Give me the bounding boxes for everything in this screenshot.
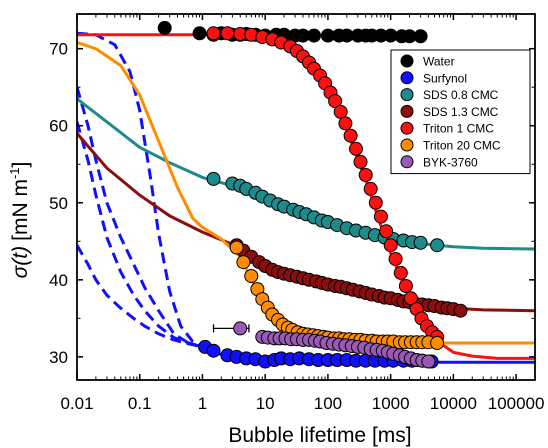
data-point-triton-1-cmc-27 [388,252,403,266]
data-point-triton-1-cmc-1 [220,26,235,41]
legend-marker-triton-20-cmc [400,138,414,152]
data-point-triton-1-cmc-0 [206,26,221,41]
y-axis-label-close: ] [9,162,32,168]
data-point-triton-1-cmc-25 [379,224,394,239]
dashed-curve-surfynol-1 [77,86,203,349]
legend-box [390,49,531,175]
axes: 0.01 0.1 1 10 100 1000 10000 100000 30 40 50 60 70 [49,14,544,413]
data-point-triton-1-cmc-18 [343,128,358,143]
dashed-curve-surfynol-3 [77,244,203,349]
data-point-surfynol-1 [206,343,221,358]
plot-frame [76,13,536,381]
y-axis-label-exponent: -1 [7,167,22,179]
data-point-byk-3760-29 [421,354,436,369]
legend-label-sds-0-8-cmc: SDS 0.8 CMC [423,88,499,102]
y-axis-label-unit: [mN m [9,179,32,241]
data-point-triton-1-cmc-24 [373,209,388,224]
y-tick-label-0: 30 [49,348,68,367]
data-point-triton-1-cmc-20 [353,154,368,169]
x-tick-label-7: 100000 [488,394,545,413]
data-point-sds-1-3-cmc-35 [453,303,468,318]
x-tick-label-2: 1 [198,394,207,413]
x-tick-label-5: 1000 [372,394,410,413]
data-point-water-24 [413,29,428,44]
legend-marker-byk-3760 [400,155,414,169]
data-point-water-1 [192,26,207,41]
legend-label-sds-1-3-cmc: SDS 1.3 CMC [423,105,499,119]
legend-label-triton-1-cmc: Triton 1 CMC [423,122,494,136]
y-tick-label-3: 60 [49,117,68,136]
legend-label-water: Water [423,55,455,69]
data-point-water-0 [157,20,172,35]
data-point-triton-1-cmc-23 [368,195,383,210]
legend-marker-water [400,54,414,68]
y-tick-label-2: 50 [49,194,68,213]
y-tick-label-1: 40 [49,271,68,290]
x-axis-label: Bubble lifetime [ms] [228,424,411,447]
x-tick-label-6: 10000 [430,394,477,413]
legend-marker-sds-0-8-cmc [400,88,414,102]
data-point-triton-20-cmc-0 [229,240,244,255]
data-point-triton-1-cmc-28 [393,265,408,280]
data-point-triton-20-cmc-2 [244,269,259,283]
data-point-triton-1-cmc-15 [328,94,343,109]
data-point-triton-20-cmc-1 [236,255,251,270]
data-point-sds-0-8-cmc-24 [413,235,428,250]
data-point-sds-0-8-cmc-25 [430,238,445,253]
x-tick-label-1: 0.1 [128,394,152,413]
legend-marker-triton-1-cmc [400,121,414,135]
data-point-triton-1-cmc-30 [403,291,418,306]
x-tick-label-0: 0.01 [60,394,93,413]
legend-marker-surfynol [400,71,414,85]
legend-label-byk-3760: BYK-3760 [423,155,478,169]
data-point-water-13 [307,28,321,43]
legend-marker-sds-1-3-cmc [400,104,414,118]
data-point-triton-1-cmc-22 [363,181,378,196]
dashed-curve-surfynol-2 [77,121,203,349]
y-axis-label-symbol: σ(t) [9,246,32,278]
legend: Water Surfynol SDS 0.8 CMC SDS 1.3 CMC Trito… [390,49,531,175]
y-tick-label-4: 70 [49,40,68,59]
data-point-sds-0-8-cmc-0 [206,171,221,186]
data-point-byk-3760-0 [233,321,248,336]
data-point-triton-1-cmc-19 [349,141,363,156]
data-point-triton-1-cmc-29 [398,279,413,293]
data-point-triton-20-cmc-36 [430,336,445,350]
y-axis-label: σ(t) [mN m-1] [7,162,32,279]
data-point-triton-1-cmc-26 [383,238,398,253]
data-point-triton-1-cmc-17 [338,116,353,131]
x-tick-label-3: 10 [256,394,275,413]
plot-points [157,20,468,369]
legend-label-triton-20-cmc: Triton 20 CMC [423,139,501,153]
data-point-triton-1-cmc-21 [358,168,373,182]
x-tick-label-4: 100 [314,394,342,413]
legend-label-surfynol: Surfynol [423,71,467,85]
